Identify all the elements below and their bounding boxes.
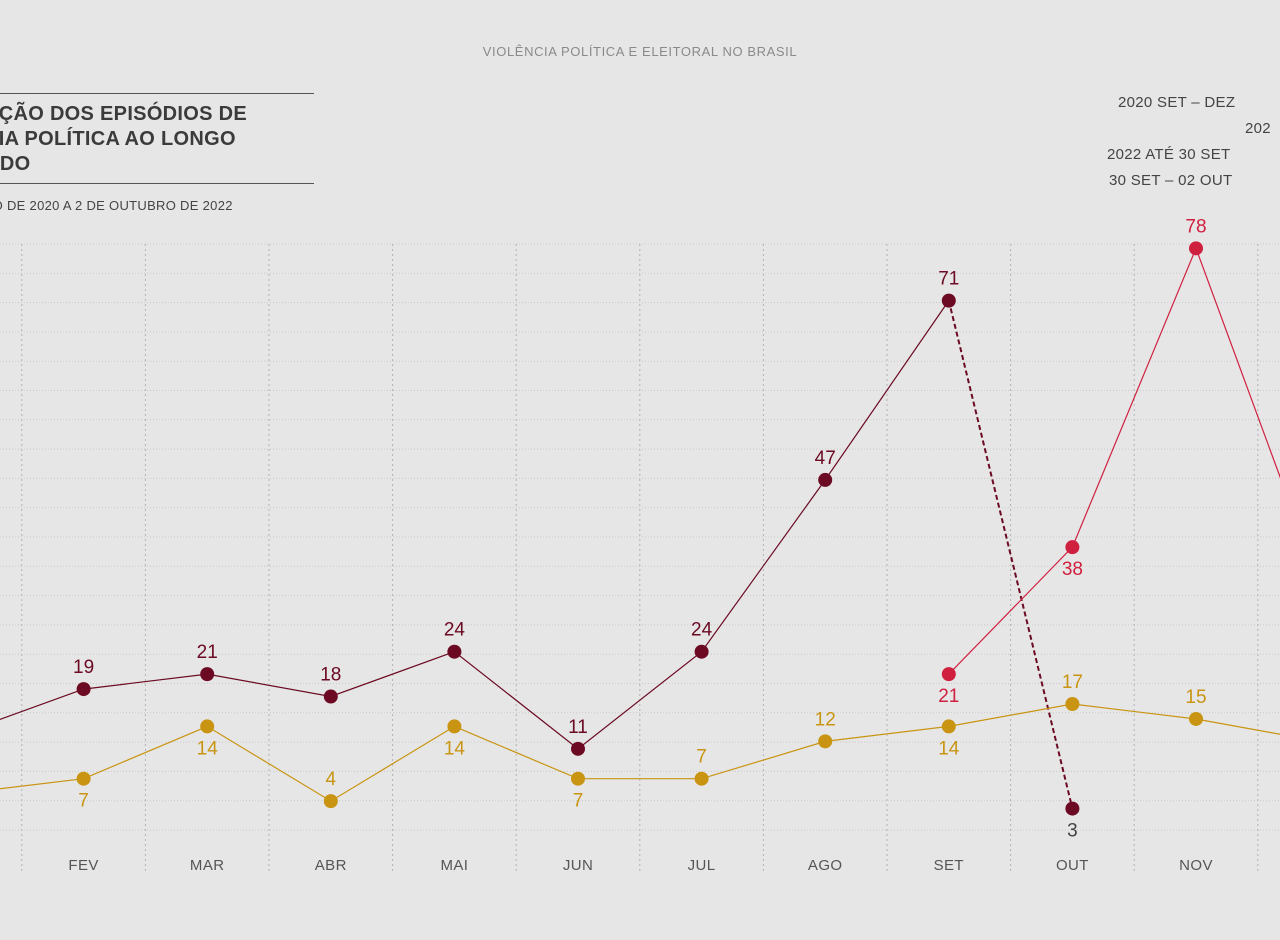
legend-item-1: 2020 SET – DEZ: [1118, 94, 1236, 111]
data-label: 12: [815, 709, 836, 730]
data-label: 24: [691, 620, 713, 641]
data-point: [941, 667, 956, 682]
data-point: [571, 741, 585, 756]
top-label: VIOLÊNCIA POLÍTICA E ELEITORAL NO BRASIL: [482, 44, 798, 59]
title-line-2: CIA POLÍTICA AO LONGO: [0, 128, 236, 150]
data-point: [1189, 241, 1203, 256]
data-label: 21: [197, 642, 218, 663]
data-label: 14: [197, 738, 219, 759]
data-point: [1065, 540, 1080, 555]
series-line: [0, 300, 950, 750]
data-point: [76, 682, 91, 697]
data-label: 18: [320, 665, 341, 686]
x-axis-ticks: FEV MAR ABR MAI JUN JUL AGO SET OUT NOV: [68, 857, 1212, 874]
data-label: 15: [1185, 687, 1206, 708]
data-label: 71: [938, 269, 959, 290]
data-label: 3: [1067, 821, 1078, 842]
legend: 2020 SET – DEZ 202 2022 ATÉ 30 SET 30 SE…: [1107, 90, 1280, 194]
data-point: [694, 644, 709, 659]
data-label: 17: [1062, 672, 1083, 693]
data-label: 11: [568, 717, 588, 738]
data-label: 47: [815, 448, 836, 469]
data-point: [447, 644, 462, 659]
data-point: [76, 771, 91, 786]
data-label: 24: [444, 620, 466, 641]
data-label: 21: [938, 686, 959, 707]
legend-item-2: 202: [1245, 120, 1271, 137]
x-tick-label: NOV: [1179, 857, 1213, 874]
data-label: 7: [573, 791, 584, 812]
data-point: [323, 794, 338, 809]
series-line: [0, 703, 1280, 802]
x-tick-label: SET: [934, 857, 964, 874]
series-line-dashed: [947, 300, 1074, 809]
legend-item-4: 30 SET – 02 OUT: [1109, 172, 1233, 189]
data-point: [941, 719, 956, 734]
x-tick-label: MAR: [190, 857, 225, 874]
data-point: [323, 689, 338, 704]
data-label: 78: [1185, 216, 1206, 237]
chart-subtitle: BRO DE 2020 A 2 DE OUTUBRO DE 2022: [0, 198, 233, 213]
x-tick-label: JUN: [563, 857, 593, 874]
data-point: [818, 734, 833, 749]
data-point: [1065, 697, 1080, 712]
title-line-1: UÇÃO DOS EPISÓDIOS DE: [0, 103, 248, 125]
data-label: 7: [78, 791, 89, 812]
series-points: [76, 241, 1203, 816]
grid: [0, 243, 1280, 872]
data-label: 38: [1062, 559, 1083, 580]
data-label: 19: [73, 657, 94, 678]
data-point: [1065, 801, 1080, 816]
data-label: 4: [326, 769, 337, 790]
x-tick-label: FEV: [68, 857, 98, 874]
x-tick-label: MAI: [440, 857, 468, 874]
data-point: [200, 719, 215, 734]
x-tick-label: OUT: [1056, 857, 1089, 874]
title-line-3: ODO: [0, 153, 31, 175]
chart-title: UÇÃO DOS EPISÓDIOS DE CIA POLÍTICA AO LO…: [0, 93, 314, 184]
x-tick-label: ABR: [315, 857, 347, 874]
data-label: 7: [696, 747, 707, 768]
data-labels: 19 21 18 24 11 24 47 71 21 38 78 7 14 4 14 7 7 12 14 17 15 3: [73, 216, 1207, 841]
data-point: [200, 667, 215, 682]
series-line: [948, 246, 1280, 675]
x-tick-label: AGO: [808, 857, 843, 874]
data-point: [694, 771, 709, 786]
x-tick-label: JUL: [688, 857, 716, 874]
legend-item-3: 2022 ATÉ 30 SET: [1107, 146, 1231, 163]
data-point: [941, 293, 956, 308]
data-point: [447, 719, 462, 734]
data-label: 14: [444, 738, 466, 759]
data-point: [571, 771, 585, 786]
data-point: [818, 472, 833, 487]
data-point: [1189, 711, 1203, 726]
data-label: 14: [938, 738, 960, 759]
